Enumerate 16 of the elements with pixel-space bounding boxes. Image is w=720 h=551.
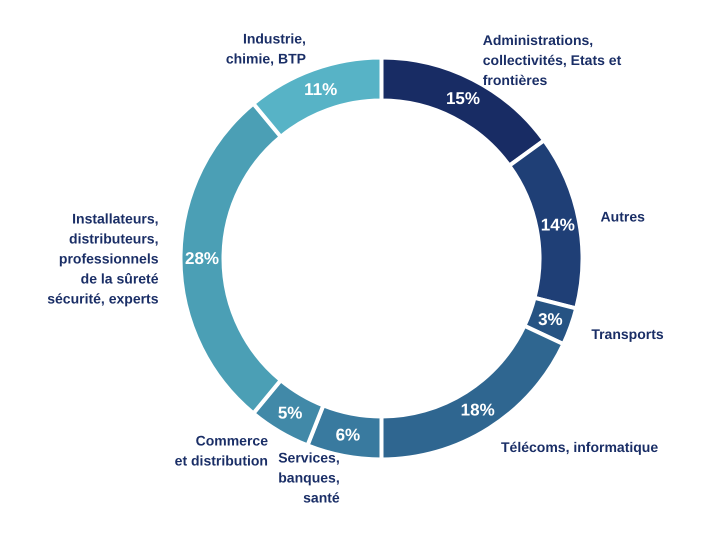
slice-label: Industrie, chimie, BTP — [226, 30, 306, 67]
slice-label: Services, banques, santé — [278, 450, 340, 506]
slice-label: Installateurs, distributeurs, professionnels de la sûreté sécurité, experts — [47, 210, 159, 306]
slice-label: Transports — [591, 326, 664, 342]
slice-label: Administrations, collectivités, Etats et frontières — [482, 32, 622, 88]
data-label: 11% — [304, 80, 338, 100]
data-label: 28% — [184, 249, 220, 268]
data-label: 15% — [446, 89, 480, 108]
slice-label: Autres — [600, 208, 646, 225]
data-label: 18% — [460, 400, 495, 420]
data-label: 5% — [278, 404, 302, 423]
data-label: 3% — [538, 310, 563, 329]
slice-label: Commerce et distribution — [174, 432, 268, 468]
data-label: 14% — [540, 215, 575, 234]
slice-label: Télécoms, informatique — [500, 438, 658, 455]
data-label: 6% — [336, 425, 360, 444]
